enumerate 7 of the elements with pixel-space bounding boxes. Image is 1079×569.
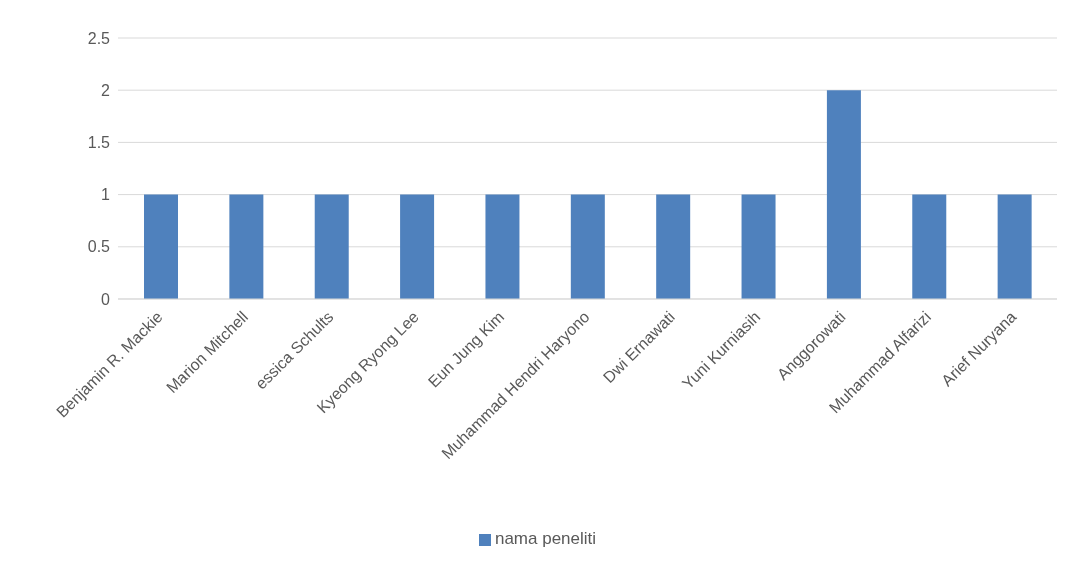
y-tick-label: 2 xyxy=(101,81,111,99)
y-tick-label: 0.5 xyxy=(87,238,111,256)
y-tick-label: 1.5 xyxy=(87,134,111,152)
y-tick-label: 2.5 xyxy=(87,29,111,47)
y-tick-label: 0 xyxy=(101,290,111,308)
legend-label: nama peneliti xyxy=(494,529,597,548)
y-tick-label: 1 xyxy=(101,186,111,204)
